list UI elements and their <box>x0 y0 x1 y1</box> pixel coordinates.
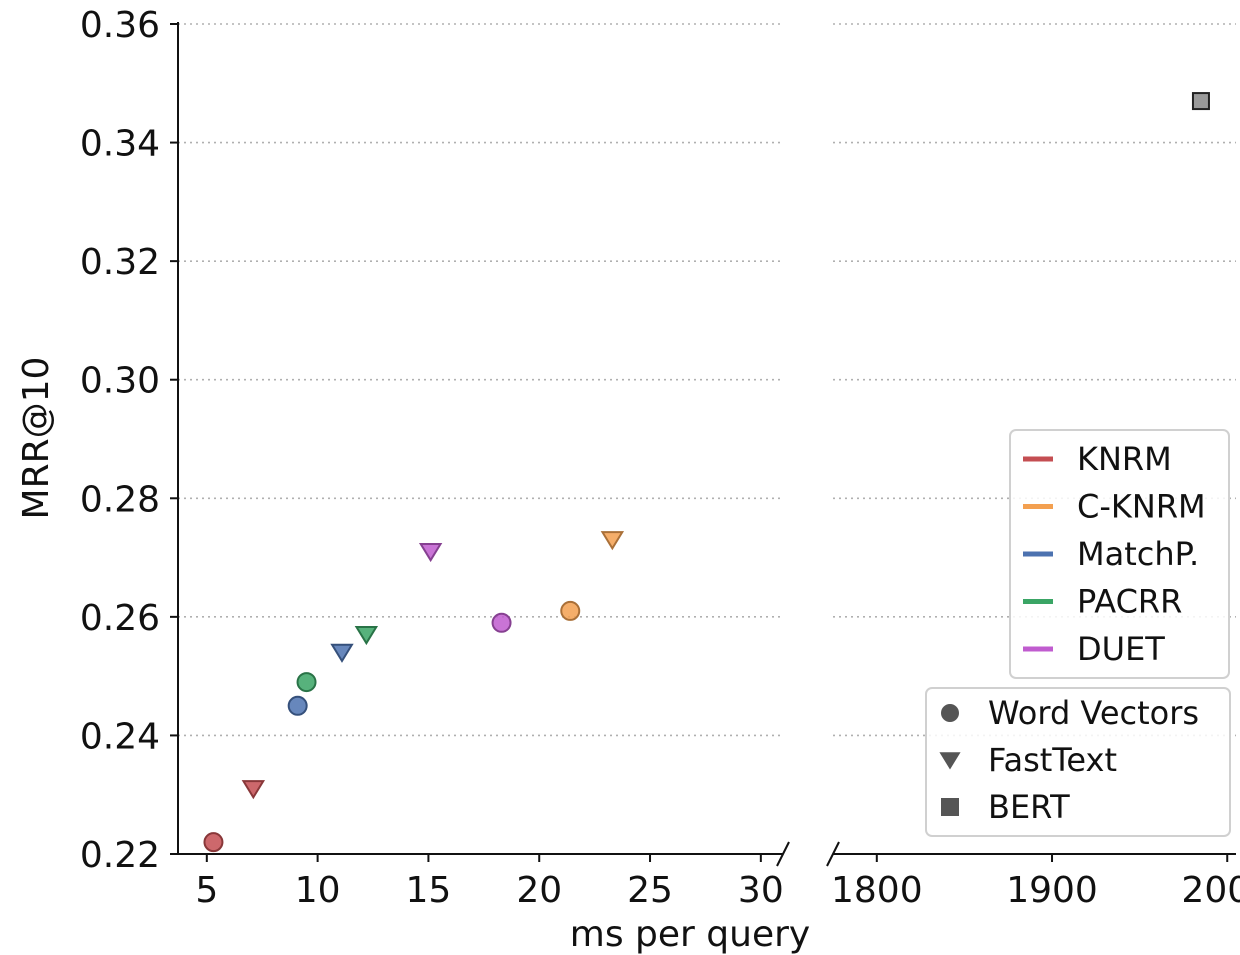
legend-marker <box>942 799 958 815</box>
legend-label: Word Vectors <box>988 694 1199 732</box>
data-point <box>561 602 579 620</box>
y-tick-label: 0.34 <box>80 124 160 165</box>
y-tick-label: 0.22 <box>80 835 160 876</box>
data-point <box>493 614 511 632</box>
y-tick-label: 0.32 <box>80 242 160 283</box>
legend-label: MatchP. <box>1077 535 1199 573</box>
x-tick-label: 15 <box>406 870 452 911</box>
x-ticks: 5 10 15 20 25 30 1800 1900 2000 <box>195 854 1240 911</box>
legend-label: C-KNRM <box>1077 488 1206 526</box>
data-point <box>332 645 352 661</box>
y-tick-label: 0.24 <box>80 716 160 757</box>
data-point <box>243 781 263 797</box>
x-tick-label: 2000 <box>1181 870 1240 911</box>
y-tick-label: 0.26 <box>80 598 160 639</box>
x-tick-label: 1800 <box>831 870 923 911</box>
legend-label: FastText <box>988 741 1117 779</box>
data-point <box>1193 93 1209 109</box>
data-point <box>289 697 307 715</box>
legend-embeddings: Word Vectors FastText BERT <box>926 688 1230 836</box>
x-axis-title: ms per query <box>570 914 810 955</box>
data-point <box>298 673 316 691</box>
x-tick-label: 25 <box>627 870 673 911</box>
legend-models: KNRM C-KNRM MatchP. PACRR DUET <box>1010 430 1229 678</box>
x-tick-label: 5 <box>195 870 218 911</box>
x-tick-label: 10 <box>295 870 341 911</box>
x-tick-label: 30 <box>738 870 784 911</box>
legend-marker <box>942 705 958 721</box>
legend-label: DUET <box>1077 630 1165 668</box>
y-tick-label: 0.28 <box>80 479 160 520</box>
data-point <box>602 532 622 548</box>
legend-label: BERT <box>988 788 1070 826</box>
data-point <box>356 627 376 643</box>
y-ticks: 0.22 0.24 0.26 0.28 0.30 0.32 0.34 0.36 <box>80 5 178 876</box>
y-axis-title: MRR@10 <box>16 357 57 520</box>
x-tick-label: 20 <box>516 870 562 911</box>
data-point <box>421 544 441 560</box>
data-point <box>204 833 222 851</box>
x-tick-label: 1900 <box>1006 870 1098 911</box>
y-tick-label: 0.30 <box>80 361 160 402</box>
legend-label: PACRR <box>1077 583 1182 621</box>
legend-label: KNRM <box>1077 440 1172 478</box>
y-tick-label: 0.36 <box>80 5 160 46</box>
